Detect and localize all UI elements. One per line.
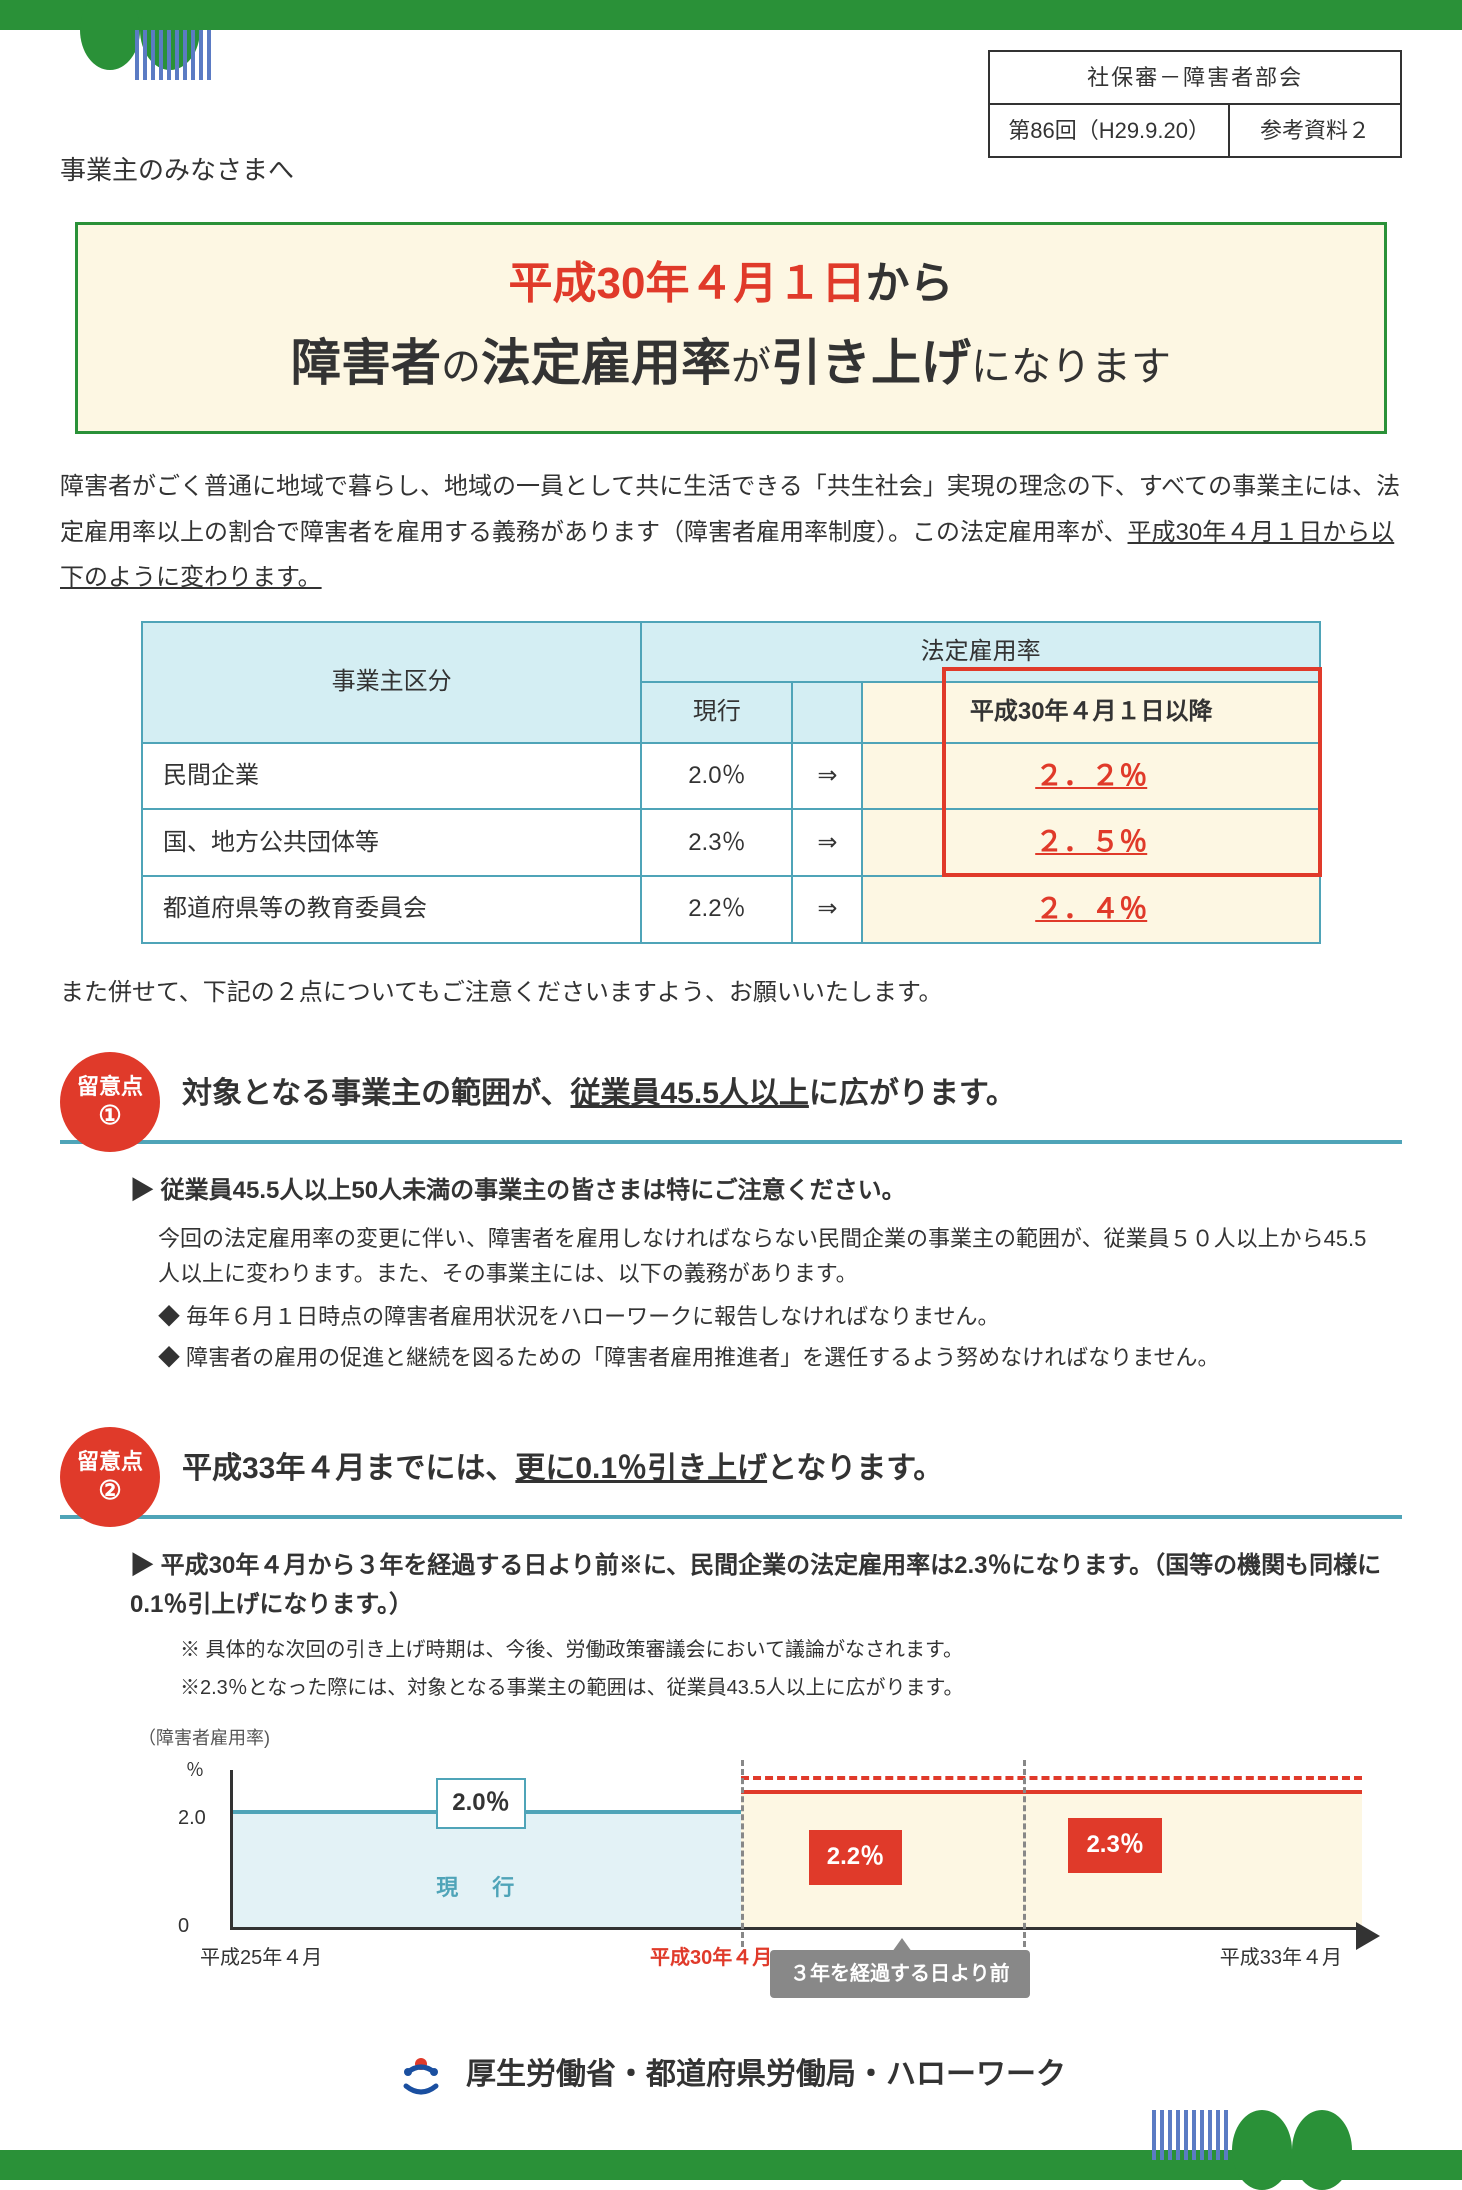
chart-ylabel: （障害者雇用率) <box>138 1724 270 1753</box>
title-line1: 平成30年４月１日から <box>98 249 1364 319</box>
point2-header: 留意点 ② 平成33年４月までには、更に0.1％引き上げとなります。 <box>60 1427 1402 1519</box>
th-rate: 法定雇用率 <box>641 622 1320 682</box>
point1-bullet: 障害者の雇用の促進と継続を図るための「障害者雇用推進者」を選任するよう努めなけれ… <box>158 1340 1382 1375</box>
point1-lead: 従業員45.5人以上50人未満の事業主の皆さまは特にご注意ください。 <box>130 1172 1382 1210</box>
chart-plot: 2.0％ 現 行 2.2％ 2.3％ <box>230 1770 1362 1930</box>
point1-title: 対象となる事業主の範囲が、従業員45.5人以上に広がります。 <box>182 1070 1016 1118</box>
chart-vline <box>1023 1760 1026 1947</box>
th-new: 平成30年４月１日以降 <box>862 682 1320 742</box>
th-category: 事業主区分 <box>142 622 641 743</box>
footer-org: 厚生労働省・都道府県労働局・ハローワーク <box>466 2051 1066 2099</box>
chart-current-value: 2.0％ <box>436 1778 525 1828</box>
th-current: 現行 <box>641 682 792 742</box>
rate-table-wrap: 事業主区分 法定雇用率 現行 平成30年４月１日以降 民間企業 2.0％ ⇒ ２… <box>60 621 1402 944</box>
chart-current-label: 現 行 <box>436 1870 520 1905</box>
timeline-chart: （障害者雇用率) ％ 2.0 0 2.0％ 現 行 2.2％ 2.3％ ３年を経… <box>150 1750 1372 2010</box>
x-tick: 平成33年４月 <box>1220 1942 1342 1974</box>
chart-tag-23: 2.3％ <box>1068 1818 1161 1872</box>
point2-block: 留意点 ② 平成33年４月までには、更に0.1％引き上げとなります。 平成30年… <box>60 1427 1402 1714</box>
table-row: 国、地方公共団体等 2.3％ ⇒ ２．５％ <box>142 809 1320 876</box>
chart-note-box: ３年を経過する日より前 <box>770 1950 1030 1998</box>
audience-line: 事業主のみなさまへ <box>60 150 1402 192</box>
top-green-border <box>0 0 1462 30</box>
title-from: から <box>865 259 953 308</box>
additional-note: また併せて、下記の２点についてもご注意くださいますよう、お願いいたします。 <box>60 974 1402 1012</box>
point1-block: 留意点 ① 対象となる事業主の範囲が、従業員45.5人以上に広がります。 従業員… <box>60 1052 1402 1391</box>
point2-note: ※ 具体的な次回の引き上げ時期は、今後、労働政策審議会において議論がなされます。 <box>180 1634 1382 1666</box>
point1-body: 従業員45.5人以上50人未満の事業主の皆さまは特にご注意ください。 今回の法定… <box>60 1144 1402 1391</box>
point2-lead: 平成30年４月から３年を経過する日より前※に、民間企業の法定雇用率は2.3％にな… <box>130 1547 1382 1624</box>
bottom-green-border <box>0 2150 1462 2180</box>
rate-table: 事業主区分 法定雇用率 現行 平成30年４月１日以降 民間企業 2.0％ ⇒ ２… <box>141 621 1321 944</box>
point2-note: ※2.3％となった際には、対象となる事業主の範囲は、従業員43.5人以上に広がり… <box>180 1672 1382 1704</box>
footer: 厚生労働省・都道府県労働局・ハローワーク <box>60 2050 1402 2100</box>
mhlw-logo-icon <box>396 2050 446 2100</box>
point1-bullet: 毎年６月１日時点の障害者雇用状況をハローワークに報告しなければなりません。 <box>158 1299 1382 1334</box>
point1-badge: 留意点 ① <box>60 1052 160 1152</box>
table-row: 都道府県等の教育委員会 2.2％ ⇒ ２．４％ <box>142 876 1320 943</box>
arrow-icon: ⇒ <box>792 743 862 810</box>
point2-body: 平成30年４月から３年を経過する日より前※に、民間企業の法定雇用率は2.3％にな… <box>60 1519 1402 1714</box>
point1-sub: 今回の法定雇用率の変更に伴い、障害者を雇用しなければならない民間企業の事業主の範… <box>158 1221 1382 1291</box>
chart-tag-22: 2.2％ <box>809 1830 902 1884</box>
title-line2: 障害者の法定雇用率が引き上げになります <box>98 323 1364 403</box>
y-tick: 2.0 <box>178 1802 206 1834</box>
point2-badge: 留意点 ② <box>60 1427 160 1527</box>
point2-title: 平成33年４月までには、更に0.1％引き上げとなります。 <box>182 1445 943 1493</box>
title-box: 平成30年４月１日から 障害者の法定雇用率が引き上げになります <box>75 222 1387 434</box>
chart-dash-line <box>741 1776 1362 1780</box>
table-row: 民間企業 2.0％ ⇒ ２．２％ <box>142 743 1320 810</box>
point1-header: 留意点 ① 対象となる事業主の範囲が、従業員45.5人以上に広がります。 <box>60 1052 1402 1144</box>
chart-arrowhead-icon <box>1356 1922 1380 1950</box>
x-tick: 平成25年４月 <box>200 1942 322 1974</box>
y-tick: 0 <box>178 1910 189 1942</box>
chart-yunit: ％ <box>186 1756 204 1785</box>
chart-vline <box>741 1760 744 1947</box>
intro-paragraph: 障害者がごく普通に地域で暮らし、地域の一員として共に生活できる「共生社会」実現の… <box>60 464 1402 601</box>
title-date: 平成30年４月１日 <box>509 259 866 308</box>
arrow-icon: ⇒ <box>792 876 862 943</box>
x-tick: 平成30年４月 <box>650 1942 772 1974</box>
arrow-icon: ⇒ <box>792 809 862 876</box>
